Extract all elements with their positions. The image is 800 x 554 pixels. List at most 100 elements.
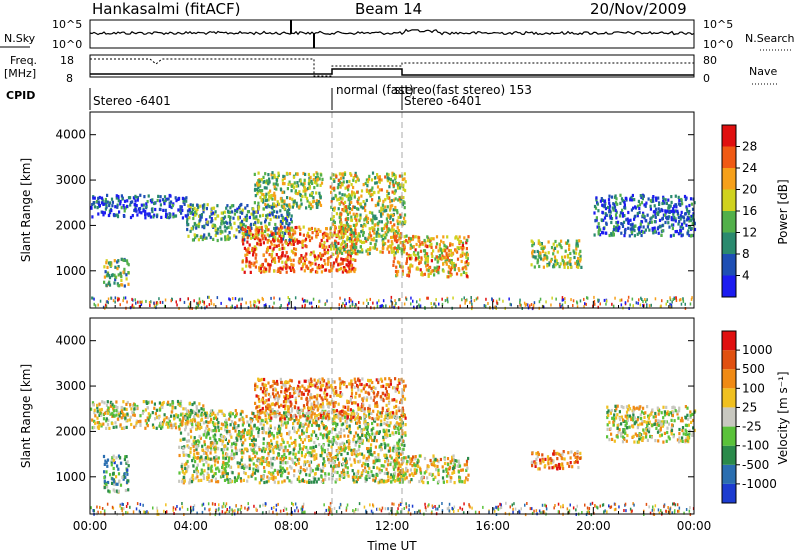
power-echo-cell [276,231,279,235]
velocity-echo-cell [186,410,189,414]
power-echo-cell [392,260,395,264]
power-echo-cell [281,216,285,220]
power-echo-cell [384,198,387,202]
power-echo-cell [427,269,430,273]
velocity-echo-cell [289,436,292,440]
velocity-echo-cell [281,423,284,427]
power-echo-cell [300,202,303,206]
power-echo-cell [213,212,216,216]
velocity-echo-cell [146,406,149,410]
power-echo-cell [355,207,359,211]
velocity-echo-cell [222,423,225,427]
power-echo-cell [274,215,277,219]
power-echo-cell [252,250,255,254]
power-echo-cell [672,207,675,211]
power-echo-cell [430,242,433,246]
power-noise-cell [473,299,476,303]
velocity-echo-cell [377,456,380,460]
power-echo-cell [366,252,369,256]
power-noise-cell [509,302,511,306]
power-echo-cell [619,193,622,197]
power-echo-cell [242,223,245,227]
power-echo-cell [289,268,293,272]
power-echo-cell [465,274,468,278]
power-noise-cell [675,296,677,300]
power-echo-cell [620,231,623,235]
power-echo-cell [308,185,311,189]
power-noise-cell [689,302,692,306]
power-echo-cell [449,249,452,253]
power-noise-cell [255,305,258,309]
power-echo-cell [219,231,222,235]
power-ytick-label: 1000 [55,264,86,278]
velocity-echo-cell [178,427,181,431]
power-echo-cell [392,263,395,267]
power-echo-cell [327,236,330,240]
power-echo-cell [371,171,375,175]
velocity-noise-cell [509,505,511,509]
power-echo-cell [108,213,111,217]
power-echo-cell [395,229,398,234]
power-echo-cell [292,232,295,236]
power-echo-cell [324,268,328,272]
velocity-echo-cell [159,408,162,412]
power-noise-cell [161,300,164,304]
velocity-echo-cell [368,474,371,478]
velocity-echo-cell [310,451,313,455]
velocity-noise-cell [214,509,217,513]
power-echo-cell [123,206,126,210]
power-echo-cell [127,271,130,275]
velocity-noise-cell [181,505,184,509]
power-echo-cell [407,266,410,270]
velocity-echo-cell [114,405,117,409]
power-echo-cell [181,196,184,200]
velocity-echo-cell [144,408,147,412]
velocity-noise-cell [540,511,542,515]
power-echo-cell [398,233,401,237]
velocity-noise-cell [683,511,685,515]
power-echo-cell [639,225,642,229]
power-echo-cell [448,253,451,257]
velocity-noise-cell [419,511,421,515]
power-echo-cell [305,196,309,200]
velocity-echo-cell [277,472,280,476]
power-echo-cell [303,178,306,182]
power-noise-cell [345,302,347,306]
power-echo-cell [347,184,350,188]
power-echo-cell [120,257,123,261]
velocity-noise-cell [224,504,227,508]
power-echo-cell [333,206,336,210]
power-echo-cell [285,203,288,207]
power-noise-cell [272,305,274,309]
power-echo-cell [375,247,379,251]
power-echo-cell [548,263,551,267]
velocity-echo-cell [238,448,241,452]
power-echo-cell [288,229,291,233]
power-echo-cell [674,209,677,213]
power-echo-cell [350,215,353,219]
power-echo-cell [227,237,230,241]
power-echo-cell [664,209,667,213]
power-echo-cell [93,205,97,209]
power-echo-cell [658,218,662,222]
velocity-echo-cell [301,432,304,436]
power-echo-cell [266,228,269,232]
power-echo-cell [380,234,383,238]
velocity-echo-cell [93,419,96,423]
velocity-echo-cell [96,406,99,410]
power-echo-cell [196,207,199,212]
power-echo-cell [238,215,241,219]
power-echo-cell [391,171,394,175]
power-echo-cell [638,203,642,207]
velocity-echo-cell [213,463,217,467]
power-echo-cell [97,200,100,204]
power-colorbar-swatch [722,189,736,211]
power-noise-cell [550,303,552,307]
power-echo-cell [277,259,281,263]
power-echo-cell [663,201,666,205]
velocity-echo-cell [180,419,183,423]
velocity-noise-cell [193,504,196,508]
velocity-noise-cell [431,504,434,508]
power-noise-cell [520,303,522,307]
velocity-noise-cell [419,509,421,513]
